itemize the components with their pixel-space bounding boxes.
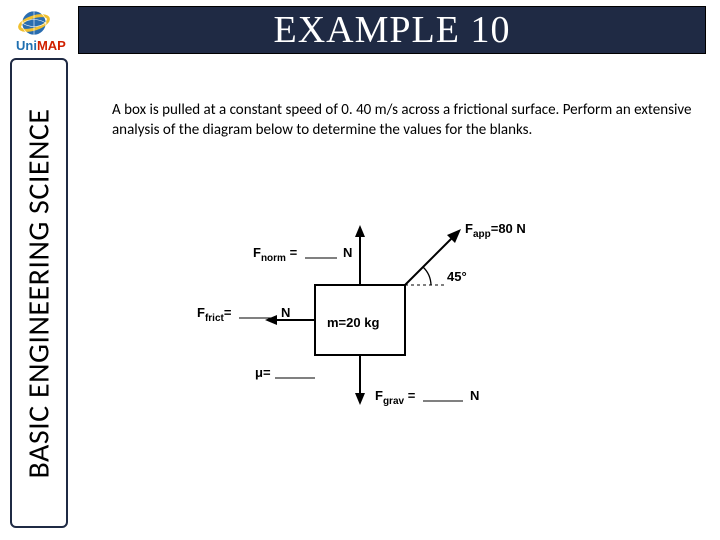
sidebar-label: BASIC ENGINEERING SCIENCE	[21, 108, 58, 478]
svg-text:N: N	[281, 305, 290, 320]
svg-text:N: N	[470, 388, 479, 403]
logo: UniMAP	[12, 8, 72, 53]
ffrict-label: Ffrict=	[197, 305, 232, 324]
mass-label: m=20 kg	[327, 315, 379, 330]
mu-label: μ=	[255, 365, 271, 380]
problem-statement: A box is pulled at a constant speed of 0…	[112, 100, 692, 141]
sidebar: BASIC ENGINEERING SCIENCE	[10, 58, 68, 528]
svg-text:N: N	[343, 245, 352, 260]
svg-text:UniMAP: UniMAP	[16, 38, 66, 53]
title-bar: EXAMPLE 10	[78, 6, 706, 54]
fnorm-label: Fnorm =	[253, 245, 298, 264]
fapp-label: Fapp=80 N	[465, 221, 526, 240]
free-body-diagram: m=20 kg Fnorm = N Fgrav = N Ffrict= N Fa…	[165, 205, 585, 415]
angle-label: 45°	[447, 269, 467, 284]
title-text: EXAMPLE 10	[274, 8, 511, 52]
fgrav-label: Fgrav =	[375, 388, 416, 407]
